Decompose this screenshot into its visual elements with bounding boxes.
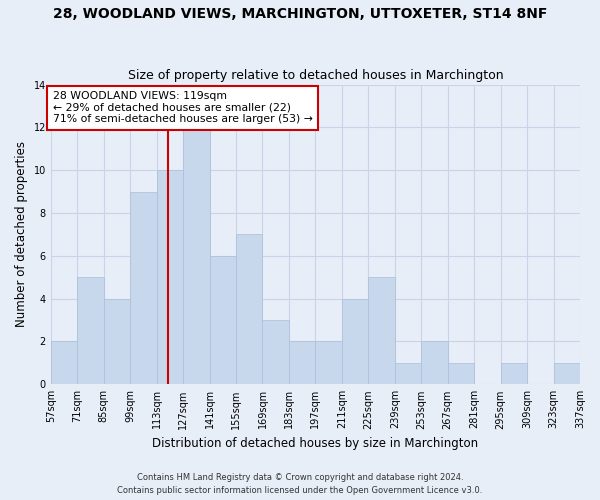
Bar: [236, 234, 262, 384]
Y-axis label: Number of detached properties: Number of detached properties: [15, 142, 28, 328]
X-axis label: Distribution of detached houses by size in Marchington: Distribution of detached houses by size …: [152, 437, 478, 450]
Bar: [421, 342, 448, 384]
Bar: [368, 278, 395, 384]
Bar: [262, 320, 289, 384]
Bar: [51, 342, 77, 384]
Bar: [183, 128, 209, 384]
Bar: [77, 278, 104, 384]
Bar: [316, 342, 342, 384]
Bar: [395, 363, 421, 384]
Bar: [448, 363, 474, 384]
Bar: [342, 298, 368, 384]
Bar: [104, 298, 130, 384]
Bar: [554, 363, 580, 384]
Bar: [289, 342, 316, 384]
Text: Contains HM Land Registry data © Crown copyright and database right 2024.
Contai: Contains HM Land Registry data © Crown c…: [118, 474, 482, 495]
Bar: [157, 170, 183, 384]
Text: 28 WOODLAND VIEWS: 119sqm
← 29% of detached houses are smaller (22)
71% of semi-: 28 WOODLAND VIEWS: 119sqm ← 29% of detac…: [53, 91, 313, 124]
Bar: [209, 256, 236, 384]
Bar: [130, 192, 157, 384]
Text: 28, WOODLAND VIEWS, MARCHINGTON, UTTOXETER, ST14 8NF: 28, WOODLAND VIEWS, MARCHINGTON, UTTOXET…: [53, 8, 547, 22]
Bar: [500, 363, 527, 384]
Title: Size of property relative to detached houses in Marchington: Size of property relative to detached ho…: [128, 69, 503, 82]
